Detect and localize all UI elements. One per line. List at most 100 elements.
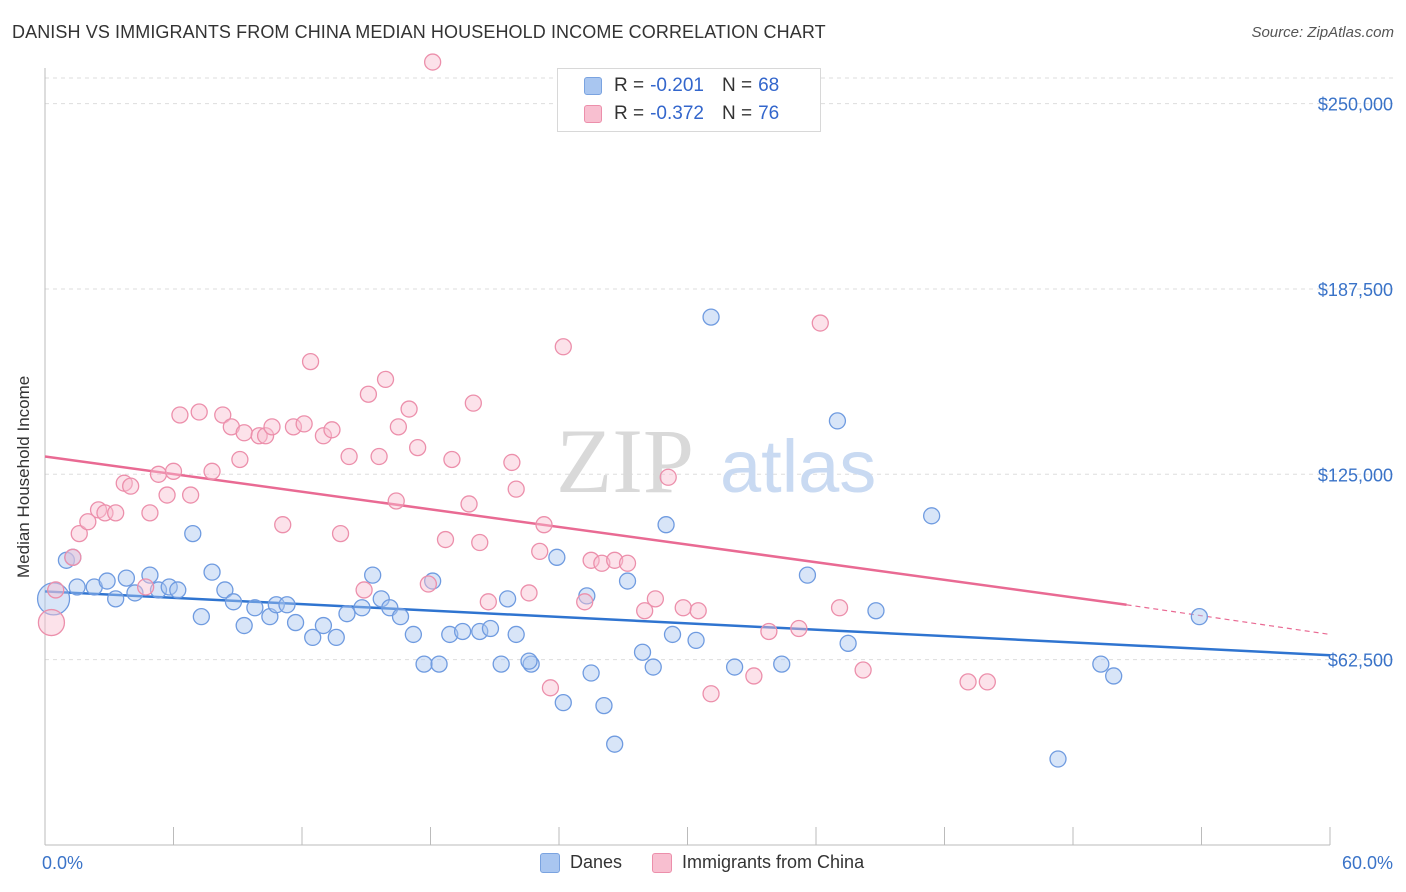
danes-point <box>606 735 624 753</box>
china-point <box>531 542 549 561</box>
china-point <box>47 581 65 599</box>
danes-point <box>618 572 637 590</box>
danes-point <box>498 590 517 608</box>
china-point <box>214 406 232 424</box>
china-point <box>250 427 268 445</box>
china-point <box>355 581 373 599</box>
series-legend-item-china[interactable]: Immigrants from China <box>652 852 864 873</box>
danes-point <box>98 572 116 590</box>
danes-point <box>286 613 305 632</box>
china-point <box>507 480 525 498</box>
china-point <box>314 427 333 445</box>
y-tick-label: $250,000 <box>1318 95 1393 115</box>
china-point <box>646 590 665 608</box>
china-point <box>231 450 249 469</box>
danes-point <box>633 643 652 661</box>
china-point <box>408 438 427 457</box>
danes-point <box>582 664 600 682</box>
china-point <box>141 504 159 522</box>
china-point <box>400 400 418 418</box>
danes-point <box>224 593 243 611</box>
correlation-legend: R = -0.201 N = 68 R = -0.372 N = 76 <box>557 68 821 132</box>
china-point <box>203 462 221 480</box>
legend-r-label: R = <box>614 103 645 124</box>
china-point <box>636 602 654 620</box>
danes-point <box>923 507 941 525</box>
china-point <box>479 593 497 611</box>
series-legend-item-danes[interactable]: Danes <box>540 852 622 873</box>
china-point <box>122 477 140 495</box>
danes-point <box>520 652 538 670</box>
danes-point <box>798 566 817 584</box>
x-tick-label: 0.0% <box>42 853 83 873</box>
danes-point <box>441 625 459 644</box>
china-point <box>149 465 168 483</box>
danes-point <box>1092 655 1110 673</box>
legend-row-china: R = -0.372 N = 76 <box>584 100 779 128</box>
x-tick-label: 60.0% <box>1342 853 1393 873</box>
danes-point <box>828 412 847 430</box>
china-point <box>235 424 253 442</box>
danes-point <box>68 578 86 596</box>
china-trend-line <box>44 455 1127 607</box>
watermark-atlas: atlas <box>720 425 876 508</box>
china-point <box>702 685 720 703</box>
danes-point <box>338 605 356 623</box>
grid-lines <box>45 77 1395 661</box>
china-point <box>503 453 521 472</box>
china-point <box>389 418 408 436</box>
danes-point <box>1049 750 1067 768</box>
china-point <box>854 661 872 679</box>
china-point <box>659 468 677 486</box>
trend-lines <box>44 455 1331 657</box>
china-point <box>331 524 350 543</box>
china-point <box>256 427 275 445</box>
chart-title: DANISH VS IMMIGRANTS FROM CHINA MEDIAN H… <box>12 22 826 42</box>
danes-point <box>453 622 472 641</box>
legend-n-value: 76 <box>758 103 780 124</box>
china-point <box>745 667 763 685</box>
china-point <box>274 516 292 534</box>
danes-point <box>839 634 857 652</box>
y-tick-label: $62,500 <box>1328 651 1393 671</box>
danes-point <box>522 655 540 673</box>
danes-point <box>126 584 144 602</box>
danes-point <box>554 693 572 712</box>
y-tick-label: $187,500 <box>1318 280 1393 300</box>
china-point <box>593 554 611 572</box>
china-point <box>323 421 341 439</box>
china-point <box>284 418 303 436</box>
china-point <box>790 619 808 638</box>
china-trend-extension <box>1126 604 1331 636</box>
danes-point <box>216 581 234 599</box>
china-point <box>606 551 624 569</box>
danes-point <box>595 696 613 715</box>
danes-point <box>117 569 136 587</box>
china-point <box>618 554 637 572</box>
legend-n-value: 68 <box>758 75 780 96</box>
danes-point <box>235 616 253 635</box>
danes-point <box>304 628 322 647</box>
axes <box>44 68 1331 846</box>
danes-point <box>246 599 264 617</box>
china-point <box>978 673 996 691</box>
legend-r-value: -0.201 <box>650 75 704 96</box>
tick-labels: $62,500 $125,000 $187,500 $250,000 0.0% 60.0% <box>42 95 1393 873</box>
china-point <box>554 338 572 356</box>
series-swatch-china <box>652 852 673 873</box>
china-point <box>295 415 313 433</box>
china-point <box>301 352 320 371</box>
china-point <box>359 385 378 403</box>
china-point <box>164 462 183 480</box>
danes-point <box>507 625 525 644</box>
danes-point <box>169 581 187 599</box>
china-point <box>582 551 600 569</box>
china-point <box>37 608 66 637</box>
china-point <box>190 403 208 421</box>
danes-point <box>391 607 410 626</box>
danes-point <box>364 566 382 584</box>
danes-point <box>327 628 345 647</box>
china-point <box>171 406 189 424</box>
danes-point <box>644 658 662 676</box>
china-point <box>471 533 489 552</box>
